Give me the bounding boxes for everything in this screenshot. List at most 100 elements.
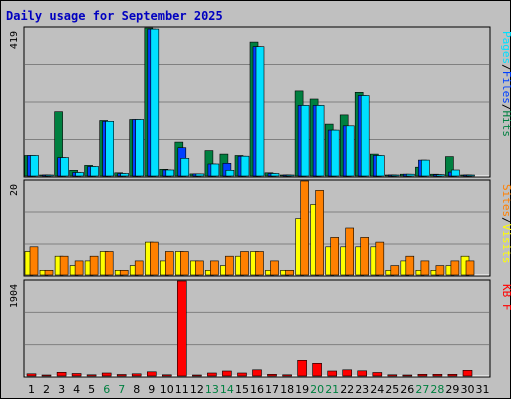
plot-area [23, 279, 491, 378]
x-tick-label: 8 [133, 383, 140, 396]
bar-kb-f-day-29 [447, 373, 458, 377]
bar-pages-day-10 [165, 169, 175, 177]
bar-pages-day-7 [120, 173, 129, 177]
bar-kb-f-day-17 [267, 373, 277, 377]
bar-kb-f-day-27 [417, 373, 428, 377]
bar-sites-day-24 [375, 241, 385, 276]
bar-kb-f-day-30 [462, 369, 473, 377]
bar-kb-f-day-12 [192, 374, 202, 377]
bar-sites-day-18 [285, 269, 294, 276]
x-tick-label: 27 [415, 383, 429, 396]
bar-kb-f-day-14 [222, 370, 232, 377]
panel-kbytes: 1904 KB F [9, 279, 512, 378]
x-tick-label: 31 [476, 383, 490, 396]
legend: Sites/Visits [500, 184, 512, 264]
bar-kb-f-day-4 [71, 373, 82, 377]
bar-pages-day-14 [225, 170, 235, 177]
bar-pages-day-1 [30, 155, 39, 177]
bar-kb-f-day-22 [342, 369, 353, 377]
bar-pages-day-2 [45, 174, 54, 177]
bar-sites-day-19 [300, 180, 309, 276]
bar-sites-day-20 [315, 190, 324, 276]
bar-sites-day-12 [195, 260, 204, 276]
bar-pages-day-12 [195, 173, 205, 177]
y-max-label: 419 [9, 31, 20, 49]
bar-pages-day-26 [405, 173, 415, 177]
legend-entry: Visits [500, 224, 512, 264]
x-tick-label: 1 [28, 383, 35, 396]
x-tick-label: 26 [400, 383, 414, 396]
bar-sites-day-1 [29, 246, 39, 276]
bar-pages-day-28 [436, 174, 445, 177]
bar-kb-f-day-24 [372, 372, 383, 377]
x-tick-label: 20 [310, 383, 324, 396]
bar-pages-day-4 [75, 172, 84, 177]
bar-kb-f-day-28 [432, 373, 443, 377]
bar-sites-day-30 [465, 260, 475, 276]
bar-kb-f-day-16 [252, 369, 262, 377]
legend-entry: KB F [500, 284, 512, 311]
x-tick-label: 14 [220, 383, 234, 396]
x-tick-label: 29 [445, 383, 459, 396]
bar-kb-f-day-11 [177, 280, 187, 377]
bar-kb-f-day-13 [207, 372, 217, 377]
bar-kb-f-day-8 [131, 373, 142, 377]
bar-kb-f-day-20 [312, 362, 322, 377]
bar-pages-day-30 [466, 174, 475, 177]
bar-sites-day-21 [330, 237, 340, 276]
bar-pages-day-8 [135, 119, 144, 177]
y-max-label: 20 [9, 184, 20, 196]
bar-sites-day-7 [119, 269, 129, 276]
bar-pages-day-6 [105, 121, 114, 177]
x-tick-label: 16 [250, 383, 264, 396]
bar-pages-day-3 [60, 157, 69, 177]
bar-sites-day-6 [104, 251, 114, 276]
bar-pages-day-17 [270, 173, 280, 177]
bar-kb-f-day-3 [56, 371, 67, 377]
bar-sites-day-3 [59, 255, 69, 276]
bar-pages-day-9 [150, 28, 160, 177]
x-tick-label: 15 [235, 383, 249, 396]
legend-entry: Files [500, 71, 512, 104]
panel-visits-sites: 20 Sites/Visits [9, 179, 512, 277]
legend: KB F [500, 284, 512, 311]
x-tick-label: 25 [385, 383, 399, 396]
bar-pages-day-11 [180, 158, 190, 177]
bar-sites-day-17 [270, 260, 279, 276]
legend-entry: Sites [500, 184, 512, 217]
bar-kb-f-day-21 [327, 370, 338, 377]
x-tick-label: 22 [340, 383, 354, 396]
bar-kb-f-day-26 [402, 374, 413, 377]
bar-sites-day-13 [210, 260, 219, 276]
bar-pages-day-24 [375, 155, 385, 177]
bar-sites-day-29 [450, 260, 460, 276]
bar-pages-day-13 [210, 163, 220, 177]
bar-sites-day-15 [240, 251, 249, 276]
bar-sites-day-27 [420, 260, 430, 276]
bar-sites-day-8 [134, 260, 144, 276]
x-tick-label: 13 [205, 383, 219, 396]
x-tick-label: 7 [118, 383, 125, 396]
bar-sites-day-5 [89, 255, 99, 276]
bar-sites-day-16 [255, 251, 264, 276]
x-tick-label: 4 [73, 383, 80, 396]
x-tick-label: 21 [325, 383, 339, 396]
x-tick-label: 23 [355, 383, 369, 396]
bar-pages-day-15 [240, 155, 250, 177]
x-tick-label: 5 [88, 383, 95, 396]
bar-pages-day-29 [451, 169, 460, 177]
bar-sites-day-11 [180, 251, 189, 276]
legend-separator: / [500, 64, 512, 71]
x-tick-label: 19 [295, 383, 309, 396]
bar-sites-day-28 [435, 265, 445, 276]
chart-title: Daily usage for September 2025 [6, 9, 223, 23]
bar-sites-day-26 [405, 255, 415, 276]
legend-entry: Pages [500, 31, 512, 64]
legend: Pages/Files/Hits [500, 31, 512, 137]
legend-separator: / [500, 104, 512, 111]
bar-sites-day-22 [345, 227, 355, 276]
bar-kb-f-day-10 [162, 374, 172, 377]
x-tick-label: 6 [103, 383, 110, 396]
